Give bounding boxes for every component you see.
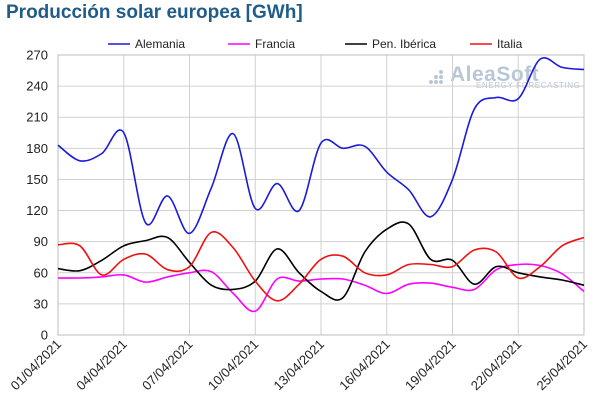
- x-tick-label: 19/04/2021: [402, 337, 459, 394]
- legend-label-pen-iberica: Pen. Ibérica: [372, 37, 436, 51]
- x-tick-label: 16/04/2021: [336, 337, 393, 394]
- x-axis-ticks: 01/04/2021 04/04/2021 07/04/2021 10/04/2021…: [7, 337, 590, 394]
- x-tick-label: 10/04/2021: [205, 337, 262, 394]
- x-tick-label: 07/04/2021: [139, 337, 196, 394]
- series-line-alemania: [57, 57, 585, 235]
- y-tick-label: 240: [26, 79, 48, 94]
- x-tick-label: 01/04/2021: [7, 337, 64, 394]
- x-tick-label: 04/04/2021: [73, 337, 130, 394]
- aleasoft-logo: AleaSoft ENERGY FORECASTING: [428, 63, 580, 90]
- series-line-francia: [57, 263, 585, 313]
- y-tick-label: 150: [26, 172, 48, 187]
- chart-legend: Alemania Francia Pen. Ibérica Italia: [108, 37, 523, 51]
- y-tick-label: 270: [26, 48, 48, 63]
- series-line-italia: [57, 230, 585, 302]
- y-tick-label: 30: [34, 296, 48, 311]
- x-tick-label: 13/04/2021: [270, 337, 327, 394]
- x-tick-label: 22/04/2021: [468, 337, 525, 394]
- logo-dots-icon: [429, 70, 443, 84]
- x-tick-label: 25/04/2021: [533, 337, 590, 394]
- y-tick-label: 60: [34, 265, 48, 280]
- legend-label-francia: Francia: [255, 37, 295, 51]
- series-lines: [57, 57, 585, 313]
- y-tick-label: 0: [41, 328, 48, 343]
- y-tick-label: 210: [26, 110, 48, 125]
- logo-tagline: ENERGY FORECASTING: [476, 81, 581, 90]
- legend-label-italia: Italia: [497, 37, 523, 51]
- series-line-pen-iberica: [57, 221, 585, 301]
- chart-grid: [57, 54, 585, 336]
- legend-label-alemania: Alemania: [135, 37, 185, 51]
- chart-title: Producción solar europea [GWh]: [6, 2, 303, 23]
- logo-name: AleaSoft: [450, 63, 540, 86]
- plot-frame: [57, 54, 585, 336]
- y-tick-label: 90: [34, 234, 48, 249]
- plot-area-border: [57, 54, 585, 336]
- y-tick-label: 120: [26, 203, 48, 218]
- y-axis-ticks: 0 30 60 90 120 150 180 210 240 270: [26, 48, 48, 343]
- y-tick-label: 180: [26, 141, 48, 156]
